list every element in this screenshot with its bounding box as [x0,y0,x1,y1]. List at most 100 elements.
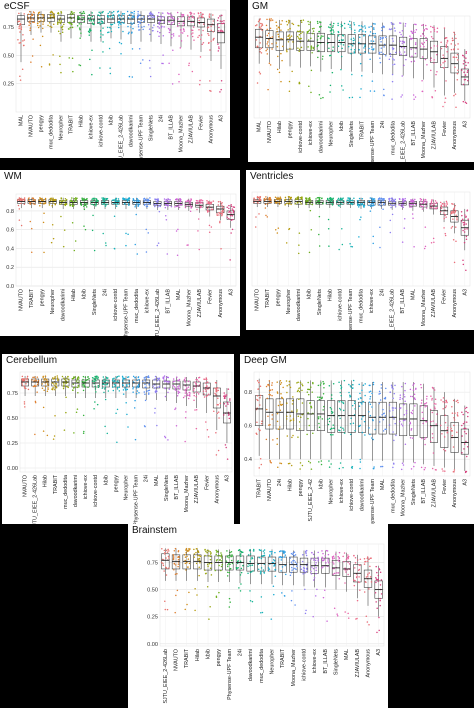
category-label: NVAUTO [19,289,25,311]
data-point [136,390,139,392]
data-point [137,376,140,378]
data-point [259,404,261,406]
data-point [331,26,334,28]
data-point [18,197,21,199]
data-point [455,214,457,217]
data-point [157,199,159,201]
data-point [279,426,281,428]
data-point [260,571,262,574]
data-point [184,206,187,209]
data-point [178,378,181,381]
data-point [423,34,425,37]
data-point [136,17,139,19]
data-point [173,568,175,571]
data-point [441,432,443,435]
data-point [420,383,422,386]
data-point [330,427,333,430]
outlier-point [63,229,66,231]
data-point [116,200,118,202]
data-point [444,406,447,409]
data-point [147,393,150,395]
data-point [338,578,341,580]
category-label: NVAUTO [267,121,273,143]
data-point [445,44,448,46]
data-point [404,197,406,200]
data-point [199,202,202,204]
data-point [71,377,74,380]
outlier-point [162,62,164,65]
data-point [401,198,404,201]
data-point [379,36,382,39]
data-point [352,579,355,581]
data-point [371,198,373,201]
data-point [270,550,273,553]
data-point [87,30,90,33]
data-point [131,15,134,17]
data-point [332,31,335,33]
outlier-point [30,227,33,230]
data-point [444,450,447,452]
data-point [251,564,254,566]
data-point [24,377,26,380]
data-point [333,572,336,575]
data-point [344,582,346,584]
data-point [361,403,363,405]
data-point [259,396,261,399]
data-point [288,19,290,22]
data-point [182,396,185,399]
category-label: MAL [344,649,350,660]
data-point [369,433,371,436]
category-label: TRABIT [184,648,190,668]
data-point [322,552,324,555]
panel-brainstem: Brainstem 0.00 0.25 0.50 0.75 SJTU_EIEE_2-42… [128,524,388,708]
data-point [313,576,316,579]
category-label: ZJAVIULAB [432,121,438,150]
data-point [181,15,183,18]
data-point [148,384,150,386]
data-point [388,404,391,406]
data-point [163,21,165,23]
data-point [52,378,55,380]
box [460,428,469,455]
data-point [83,385,86,387]
data-point [305,570,308,573]
data-point [288,34,291,36]
data-point [277,404,280,407]
data-point [358,405,361,407]
data-point [99,30,102,32]
data-point [259,573,262,575]
data-point [40,199,43,202]
data-point [163,380,166,383]
data-point [451,412,454,414]
outlier-point [261,611,264,614]
outlier-point [249,600,252,602]
data-point [423,41,426,44]
data-point [306,391,309,393]
data-point [286,391,288,394]
outlier-point [359,96,361,99]
data-point [316,39,319,41]
box [71,379,80,388]
outlier-point [184,608,186,611]
data-point [221,214,223,217]
outlier-point [269,459,271,462]
outlier-point [191,70,194,73]
data-point [410,411,413,414]
data-point [169,29,171,32]
outlier-point [435,469,437,471]
outlier-point [255,216,257,218]
box [265,30,274,49]
data-point [409,422,412,425]
data-point [147,375,150,377]
data-point [340,384,342,387]
data-point [226,206,228,209]
y-tick-label: 0.75 [7,391,18,397]
data-point [460,69,463,71]
data-point [54,198,57,201]
data-point [67,28,70,30]
data-point [144,383,146,386]
data-point [330,394,333,396]
box [235,555,245,571]
outlier-point [258,467,261,469]
